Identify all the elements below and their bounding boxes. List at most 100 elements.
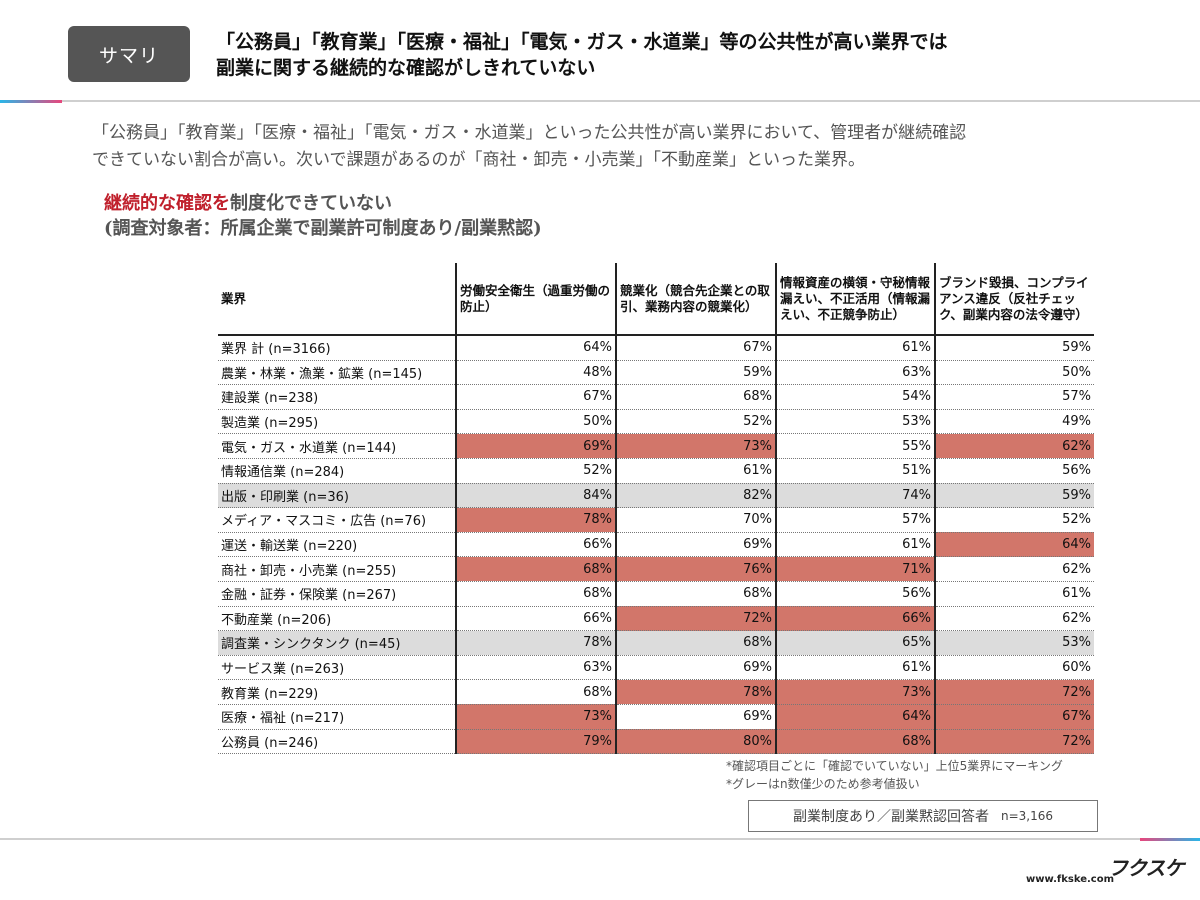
table-row: 情報通信業 (n=284) 52% 61% 51% 56%	[218, 458, 1094, 484]
table-row: 金融・証券・保険業 (n=267) 68% 68% 56% 61%	[218, 581, 1094, 607]
value-cell: 50%	[455, 409, 616, 435]
industry-cell: 公務員 (n=246)	[218, 729, 456, 755]
table-heading-line-1: 継続的な確認を制度化できていない	[104, 191, 1004, 216]
value-cell: 76%	[615, 556, 776, 582]
respondent-count: n=3,166	[1000, 809, 1053, 823]
slide-title-line-1: 「公務員」「教育業」「医療・福祉」「電気・ガス・水道業」等の公共性が高い業界では	[216, 31, 948, 53]
table-row: 医療・福祉 (n=217) 73% 69% 64% 67%	[218, 704, 1094, 730]
value-cell: 78%	[455, 630, 616, 656]
value-cell: 52%	[615, 409, 776, 435]
value-cell: 68%	[615, 384, 776, 410]
value-cell: 56%	[775, 581, 935, 607]
value-cell: 69%	[615, 532, 776, 558]
table-row: 製造業 (n=295) 50% 52% 53% 49%	[218, 409, 1094, 435]
slide-title: 「公務員」「教育業」「医療・福祉」「電気・ガス・水道業」等の公共性が高い業界では…	[216, 29, 1176, 81]
industry-cell: 調査業・シンクタンク (n=45)	[218, 630, 456, 656]
value-cell: 68%	[615, 581, 776, 607]
value-cell: 68%	[455, 679, 616, 705]
value-cell: 62%	[934, 433, 1094, 459]
table-header-row: 業界 労働安全衛生（過重労働の防止） 競業化（競合先企業との取引、業務内容の競業…	[218, 263, 1094, 336]
industry-cell: 出版・印刷業 (n=36)	[218, 483, 456, 509]
industry-cell: 不動産業 (n=206)	[218, 606, 456, 632]
table-row: 公務員 (n=246) 79% 80% 68% 72%	[218, 729, 1094, 755]
table-row: 不動産業 (n=206) 66% 72% 66% 62%	[218, 606, 1094, 632]
respondent-label: 副業制度あり／副業黙認回答者	[792, 809, 989, 825]
industry-cell: 金融・証券・保険業 (n=267)	[218, 581, 456, 607]
value-cell: 68%	[775, 729, 935, 755]
value-cell: 66%	[775, 606, 935, 632]
value-cell: 61%	[775, 655, 935, 681]
value-cell: 51%	[775, 458, 935, 484]
table-row: 調査業・シンクタンク (n=45) 78% 68% 65% 53%	[218, 630, 1094, 656]
value-cell: 61%	[615, 458, 776, 484]
value-cell: 79%	[455, 729, 616, 755]
value-cell: 61%	[775, 335, 935, 361]
value-cell: 74%	[775, 483, 935, 509]
value-cell: 72%	[934, 679, 1094, 705]
industry-cell: 建設業 (n=238)	[218, 384, 456, 410]
industry-cell: 教育業 (n=229)	[218, 679, 456, 705]
value-cell: 72%	[934, 729, 1094, 755]
value-cell: 73%	[455, 704, 616, 730]
value-cell: 52%	[934, 507, 1094, 533]
value-cell: 67%	[455, 384, 616, 410]
industry-cell: メディア・マスコミ・広告 (n=76)	[218, 507, 456, 533]
value-cell: 53%	[934, 630, 1094, 656]
value-cell: 70%	[615, 507, 776, 533]
column-header-overwork: 労働安全衛生（過重労働の防止）	[455, 263, 616, 336]
value-cell: 69%	[615, 655, 776, 681]
header-divider	[0, 100, 1200, 102]
value-cell: 53%	[775, 409, 935, 435]
value-cell: 82%	[615, 483, 776, 509]
value-cell: 72%	[615, 606, 776, 632]
value-cell: 68%	[455, 581, 616, 607]
table-heading-highlight: 継続的な確認を	[104, 193, 230, 214]
value-cell: 64%	[455, 335, 616, 361]
table-row: 建設業 (n=238) 67% 68% 54% 57%	[218, 384, 1094, 410]
note-marking: *確認項目ごとに「確認でいていない」上位5業界にマーキング	[726, 759, 1063, 773]
value-cell: 57%	[934, 384, 1094, 410]
value-cell: 64%	[934, 532, 1094, 558]
table-row: 業界 計 (n=3166) 64% 67% 61% 59%	[218, 335, 1094, 361]
value-cell: 62%	[934, 556, 1094, 582]
value-cell: 54%	[775, 384, 935, 410]
value-cell: 71%	[775, 556, 935, 582]
value-cell: 55%	[775, 433, 935, 459]
value-cell: 59%	[934, 335, 1094, 361]
value-cell: 68%	[615, 630, 776, 656]
table-row: サービス業 (n=263) 63% 69% 61% 60%	[218, 655, 1094, 681]
value-cell: 66%	[455, 532, 616, 558]
value-cell: 78%	[455, 507, 616, 533]
value-cell: 48%	[455, 360, 616, 386]
value-cell: 63%	[455, 655, 616, 681]
table-row: 商社・卸売・小売業 (n=255) 68% 76% 71% 62%	[218, 556, 1094, 582]
column-header-brand: ブランド毀損、コンプライアンス違反（反社チェック、副業内容の法令遵守）	[934, 263, 1094, 336]
value-cell: 56%	[934, 458, 1094, 484]
value-cell: 80%	[615, 729, 776, 755]
company-url: www.fkske.com	[1026, 874, 1115, 885]
industry-cell: 製造業 (n=295)	[218, 409, 456, 435]
industry-cell: 情報通信業 (n=284)	[218, 458, 456, 484]
value-cell: 69%	[455, 433, 616, 459]
value-cell: 49%	[934, 409, 1094, 435]
slide-title-line-2: 副業に関する継続的な確認がしきれていない	[216, 57, 596, 79]
industry-cell: 商社・卸売・小売業 (n=255)	[218, 556, 456, 582]
column-header-competition: 競業化（競合先企業との取引、業務内容の競業化）	[615, 263, 776, 336]
value-cell: 52%	[455, 458, 616, 484]
value-cell: 84%	[455, 483, 616, 509]
value-cell: 60%	[934, 655, 1094, 681]
description-line-2: できていない割合が高い。次いで課題があるのが「商社・卸売・小売業」「不動産業」と…	[92, 150, 865, 170]
table-heading: 継続的な確認を制度化できていない (調査対象者：所属企業で副業許可制度あり/副業…	[104, 191, 1004, 241]
footer-divider-accent	[1140, 838, 1200, 841]
table-row: 出版・印刷業 (n=36) 84% 82% 74% 59%	[218, 483, 1094, 509]
value-cell: 66%	[455, 606, 616, 632]
column-header-industry: 業界	[218, 263, 456, 336]
table-heading-line-2: (調査対象者：所属企業で副業許可制度あり/副業黙認)	[104, 218, 542, 239]
table-row: メディア・マスコミ・広告 (n=76) 78% 70% 57% 52%	[218, 507, 1094, 533]
industry-cell: 農業・林業・漁業・鉱業 (n=145)	[218, 360, 456, 386]
value-cell: 50%	[934, 360, 1094, 386]
note-gray: *グレーはn数僅少のため参考値扱い	[726, 777, 920, 791]
value-cell: 57%	[775, 507, 935, 533]
industry-cell: 医療・福祉 (n=217)	[218, 704, 456, 730]
industry-cell: 業界 計 (n=3166)	[218, 335, 456, 361]
